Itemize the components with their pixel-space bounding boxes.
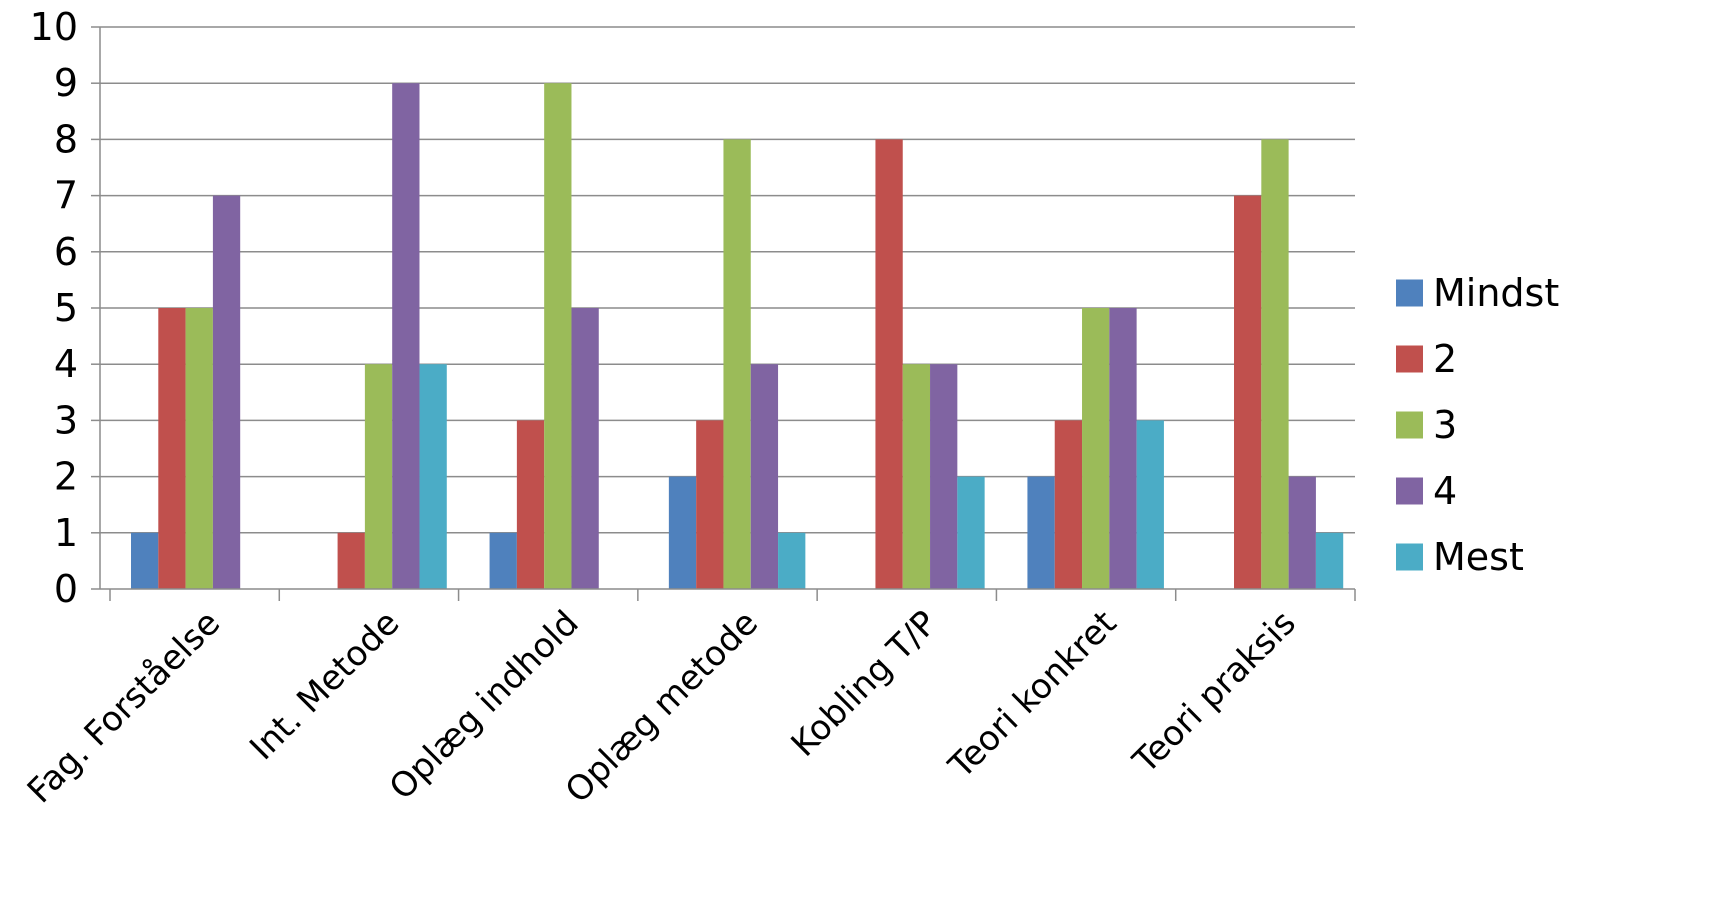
bar xyxy=(544,83,572,589)
y-tick-label: 1 xyxy=(54,511,78,555)
x-category-label: Oplæg metode xyxy=(558,603,766,811)
bar xyxy=(419,364,447,589)
bar xyxy=(875,139,903,589)
y-tick-label: 10 xyxy=(30,5,78,49)
bar xyxy=(1315,532,1344,589)
legend-swatch xyxy=(1396,345,1423,373)
bar xyxy=(778,532,806,589)
bar xyxy=(1054,420,1083,589)
bar xyxy=(1082,308,1110,589)
x-category-label: Oplæg indhold xyxy=(382,603,587,808)
bar xyxy=(571,308,599,589)
legend-label: Mest xyxy=(1433,535,1524,579)
y-tick-label: 3 xyxy=(54,398,78,442)
y-tick-label: 7 xyxy=(54,174,78,218)
x-category-label: Int. Metode xyxy=(242,603,407,768)
legend-swatch xyxy=(1396,477,1423,505)
bar xyxy=(392,83,420,589)
bar xyxy=(131,532,159,589)
legend-label: 4 xyxy=(1433,469,1457,513)
y-tick-label: 4 xyxy=(54,342,78,386)
legend-label: Mindst xyxy=(1433,271,1559,315)
bar xyxy=(1027,476,1055,589)
x-category-label: Fag. Forståelse xyxy=(20,603,228,811)
bar xyxy=(489,532,517,589)
bar xyxy=(158,308,186,589)
x-category-label: Teori konkret xyxy=(941,603,1125,787)
y-tick-label: 5 xyxy=(54,286,78,330)
y-tick-label: 2 xyxy=(54,455,78,499)
bar xyxy=(212,195,241,589)
x-category-label: Kobling T/P xyxy=(784,603,946,765)
y-tick-label: 9 xyxy=(54,61,78,105)
bar xyxy=(364,364,393,589)
bar xyxy=(668,476,697,589)
bar xyxy=(902,364,931,589)
bar xyxy=(516,420,545,589)
bar xyxy=(1109,308,1137,589)
bar xyxy=(1136,420,1164,589)
legend-swatch xyxy=(1396,279,1423,307)
y-tick-labels: 0 1 2 3 4 5 6 7 8 9 10 xyxy=(30,5,78,611)
y-tick-label: 6 xyxy=(54,230,78,274)
x-category-label: Teori praksis xyxy=(1125,603,1304,782)
axes xyxy=(91,26,1356,601)
legend-label: 2 xyxy=(1433,337,1457,381)
bar xyxy=(957,476,985,589)
bar xyxy=(723,139,751,589)
y-tick-label: 0 xyxy=(54,567,78,611)
bars xyxy=(131,83,1344,589)
legend-swatch xyxy=(1396,543,1423,571)
bar xyxy=(185,308,213,589)
legend: Mindst 2 3 4 Mest xyxy=(1396,271,1559,579)
bar xyxy=(1234,195,1262,589)
bar xyxy=(696,420,724,589)
bar xyxy=(1288,476,1316,589)
bar xyxy=(750,364,779,589)
y-tick-label: 8 xyxy=(54,117,78,161)
bar xyxy=(930,364,958,589)
bar xyxy=(1261,139,1289,589)
legend-swatch xyxy=(1396,411,1423,439)
bar xyxy=(337,532,365,589)
legend-label: 3 xyxy=(1433,403,1457,447)
